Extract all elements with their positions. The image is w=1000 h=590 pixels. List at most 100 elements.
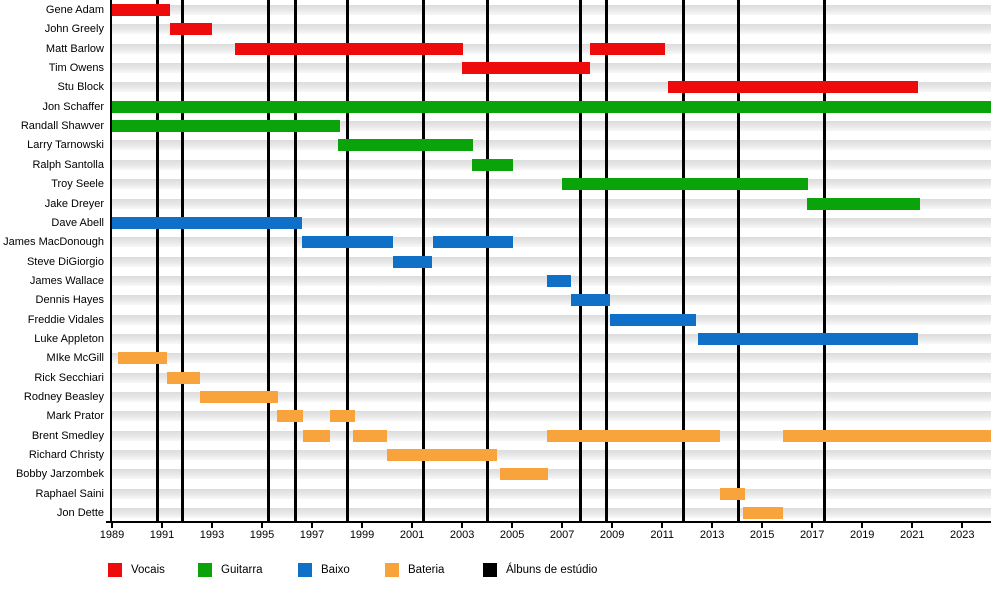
year-tick bbox=[261, 523, 264, 528]
member-label: John Greely bbox=[44, 23, 104, 36]
member-label: Mark Prator bbox=[46, 410, 104, 423]
album-release-line bbox=[605, 0, 609, 521]
member-label: Randall Shawver bbox=[20, 120, 104, 133]
timeline-bar bbox=[547, 429, 720, 442]
timeline-bar bbox=[562, 178, 809, 191]
timeline-bar bbox=[353, 429, 388, 442]
row-track bbox=[112, 43, 991, 54]
timeline-bar bbox=[112, 120, 340, 133]
timeline-bar bbox=[807, 197, 920, 210]
album-release-line bbox=[823, 0, 827, 521]
year-tick bbox=[461, 523, 464, 528]
year-tick-label: 2007 bbox=[549, 529, 575, 541]
legend-swatch-albuns-icon bbox=[483, 563, 497, 577]
timeline-bar bbox=[303, 429, 330, 442]
album-release-line bbox=[155, 0, 159, 521]
row-track bbox=[112, 121, 991, 132]
year-tick-label: 2009 bbox=[599, 529, 625, 541]
year-tick-label: 2001 bbox=[399, 529, 425, 541]
year-tick bbox=[861, 523, 864, 528]
year-tick bbox=[911, 523, 914, 528]
timeline-bar bbox=[589, 42, 665, 55]
year-tick-label: 2013 bbox=[699, 529, 725, 541]
year-tick bbox=[961, 523, 964, 528]
timeline-bar bbox=[199, 391, 279, 403]
member-label: James Wallace bbox=[29, 274, 104, 287]
year-tick bbox=[611, 523, 614, 528]
row-track bbox=[112, 140, 991, 151]
timeline-bar bbox=[112, 100, 991, 113]
year-tick-label: 2003 bbox=[449, 529, 475, 541]
legend-item-baixo: Baixo bbox=[298, 562, 350, 578]
member-label: MIke McGill bbox=[46, 352, 104, 365]
timeline-bar bbox=[338, 139, 474, 152]
year-tick bbox=[211, 523, 214, 528]
year-tick-label: 1993 bbox=[199, 529, 225, 541]
member-label: Jon Dette bbox=[56, 507, 104, 520]
member-label: James MacDonough bbox=[3, 236, 104, 249]
legend-item-bateria: Bateria bbox=[385, 562, 444, 578]
member-label: Steve DiGiorgio bbox=[26, 255, 104, 268]
timeline-bar bbox=[167, 371, 200, 384]
timeline-bar bbox=[387, 449, 498, 462]
member-label: Jake Dreyer bbox=[44, 197, 104, 210]
legend-item-vocais: Vocais bbox=[108, 562, 165, 578]
album-release-line bbox=[345, 0, 349, 521]
member-label: Matt Barlow bbox=[45, 42, 104, 55]
timeline-bar bbox=[668, 81, 919, 94]
member-label: Jon Schaffer bbox=[42, 100, 104, 113]
year-tick bbox=[511, 523, 514, 528]
member-label: Freddie Vidales bbox=[27, 313, 104, 326]
year-tick-label: 2011 bbox=[650, 529, 674, 541]
row-track bbox=[112, 24, 991, 35]
member-label: Tim Owens bbox=[48, 62, 104, 75]
year-tick-label: 1991 bbox=[149, 529, 175, 541]
legend-label-baixo: Baixo bbox=[321, 564, 350, 576]
member-label: Raphael Saini bbox=[35, 487, 105, 500]
member-label: Brent Smedley bbox=[31, 429, 104, 442]
legend-swatch-bateria-icon bbox=[385, 563, 399, 577]
row-track bbox=[112, 372, 991, 383]
year-tick bbox=[111, 523, 113, 528]
y-axis-line bbox=[110, 0, 112, 523]
year-tick-label: 2021 bbox=[899, 529, 925, 541]
timeline-bar bbox=[118, 352, 167, 365]
row-track bbox=[112, 353, 991, 364]
timeline-bar bbox=[235, 42, 464, 55]
row-track bbox=[112, 411, 991, 422]
timeline-bar bbox=[462, 62, 590, 75]
year-tick-label: 2019 bbox=[849, 529, 875, 541]
timeline-bar bbox=[499, 468, 549, 481]
member-label: Dennis Hayes bbox=[35, 294, 104, 307]
album-release-line bbox=[681, 0, 685, 521]
row-track bbox=[112, 256, 991, 267]
row-track bbox=[112, 295, 991, 306]
member-label: Luke Appleton bbox=[34, 332, 104, 345]
timeline-bar bbox=[329, 410, 355, 423]
timeline-bar bbox=[433, 236, 514, 249]
timeline-bar bbox=[302, 236, 394, 249]
timeline-bar bbox=[277, 410, 304, 423]
legend-label-vocais: Vocais bbox=[131, 564, 165, 576]
year-tick-label: 1989 bbox=[99, 529, 125, 541]
album-release-line bbox=[736, 0, 740, 521]
year-tick-label: 1995 bbox=[249, 529, 275, 541]
member-label: Rick Secchiari bbox=[34, 371, 104, 384]
year-tick bbox=[711, 523, 714, 528]
year-tick bbox=[411, 523, 414, 528]
timeline-bar bbox=[112, 4, 170, 16]
year-tick bbox=[311, 523, 314, 528]
legend-label-guitarra: Guitarra bbox=[221, 564, 263, 576]
member-label: Richard Christy bbox=[28, 449, 104, 462]
x-axis-line bbox=[106, 521, 991, 523]
legend-item-guitarra: Guitarra bbox=[198, 562, 263, 578]
timeline-bar bbox=[169, 23, 213, 36]
row-track bbox=[112, 314, 991, 325]
timeline-bar bbox=[783, 429, 991, 442]
year-tick-label: 2023 bbox=[949, 529, 975, 541]
row-track bbox=[112, 237, 991, 248]
row-track bbox=[112, 5, 991, 15]
legend-swatch-baixo-icon bbox=[298, 563, 312, 577]
year-tick bbox=[661, 523, 664, 528]
